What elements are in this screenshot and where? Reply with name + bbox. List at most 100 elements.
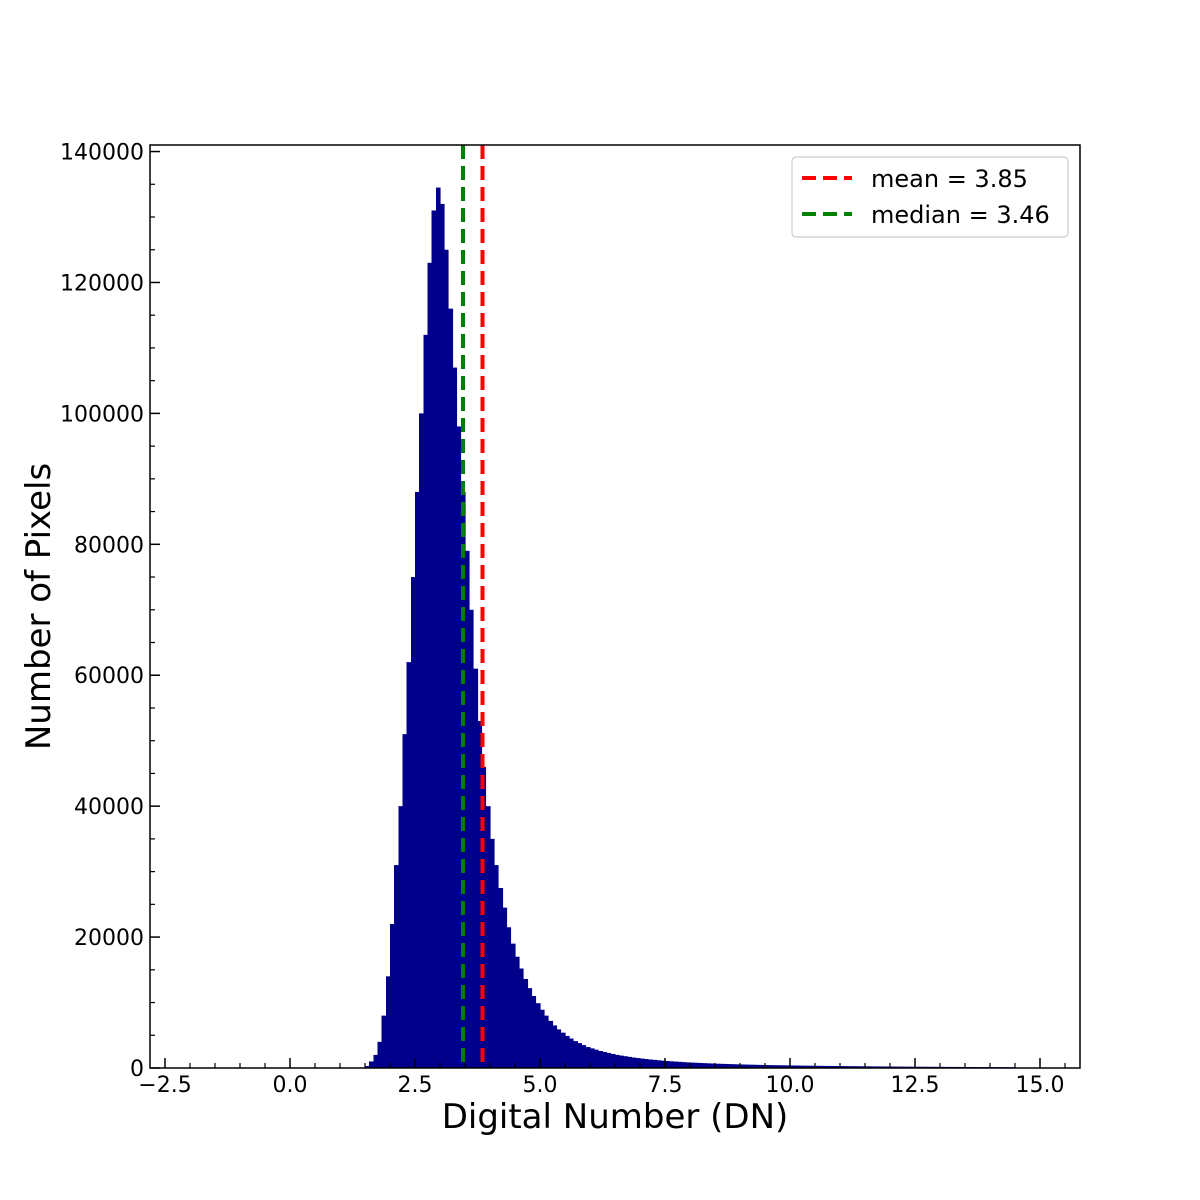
ticks-layer: −2.5 0.0 2.5 5.0 7.5 10.0 12.5 15.0 0 20000 40000 6… [60,141,1066,1098]
histogram-bar-3 [377,1041,383,1068]
x-tick-label-3: 5.0 [523,1073,558,1098]
histogram-bar-60 [615,1054,620,1068]
histogram-bar-62 [623,1056,629,1068]
histogram-bar-86 [723,1063,729,1068]
legend-mean-label: mean = 3.85 [871,165,1028,193]
histogram-bar-31 [494,865,499,1068]
histogram-bar-33 [502,907,508,1068]
histogram-bar-85 [719,1063,724,1068]
histogram-bar-115 [844,1066,849,1068]
histogram-bar-120 [865,1066,870,1068]
y-tick-label-2: 40000 [74,795,144,820]
x-tick-label-5: 10.0 [766,1073,815,1098]
histogram-bar-55 [594,1049,599,1068]
histogram-bar-16 [431,210,437,1068]
histogram-bar-51 [577,1043,583,1068]
histogram-bar-36 [515,956,520,1068]
histogram-bar-35 [511,943,516,1068]
histogram-bar-99 [777,1065,783,1068]
histogram-bar-37 [519,968,524,1068]
histogram-bar-42 [540,1009,545,1068]
histogram-bar-77 [686,1062,691,1068]
histogram-bar-110 [823,1065,829,1068]
histogram-bar-125 [886,1066,891,1068]
histogram-bar-92 [748,1064,754,1068]
histogram-bar-88 [731,1064,737,1068]
y-tick-label-1: 20000 [74,926,144,951]
histogram-bar-8 [398,806,404,1068]
x-axis-title: Digital Number (DN) [442,1097,789,1137]
histogram-bar-108 [815,1065,820,1068]
histogram-bar-20 [448,308,454,1068]
histogram-bar-71 [661,1060,666,1068]
histogram-bar-58 [606,1052,612,1068]
y-axis-title: Number of Pixels [19,463,59,750]
histogram-bar-107 [811,1065,816,1068]
histogram-bar-83 [711,1063,716,1068]
x-tick-label-4: 7.5 [648,1073,683,1098]
histogram-bar-74 [673,1061,679,1068]
histogram-bar-0 [365,1066,370,1068]
histogram-bar-97 [769,1065,774,1068]
histogram-bar-68 [648,1059,654,1068]
histogram-bar-84 [715,1063,720,1068]
histogram-bar-81 [702,1063,708,1068]
histogram-bar-46 [556,1029,562,1068]
histogram-bar-30 [490,838,495,1068]
histogram-bar-14 [423,334,429,1069]
histogram-bar-79 [694,1062,699,1068]
y-tick-label-0: 0 [130,1057,144,1082]
histogram-bar-67 [644,1059,649,1068]
histogram-bar-90 [740,1064,745,1068]
histogram-bar-52 [581,1045,587,1068]
histogram-bar-28 [481,766,487,1068]
x-tick-label-2: 2.5 [398,1073,433,1098]
histogram-bar-38 [523,978,529,1068]
histogram-bar-106 [806,1065,812,1068]
histogram-bar-17 [436,187,441,1069]
histogram-bar-26 [473,668,479,1068]
y-tick-label-5: 100000 [60,402,144,427]
y-tick-label-4: 80000 [74,533,144,558]
histogram-bar-45 [552,1025,558,1068]
x-tick-label-6: 12.5 [891,1073,940,1098]
histogram-bar-25 [469,609,474,1068]
histogram-bar-113 [836,1066,841,1068]
histogram-bar-41 [536,1003,541,1068]
histogram-bar-21 [452,367,458,1068]
histogram-bar-96 [765,1065,770,1068]
histogram-bar-76 [681,1062,687,1068]
histogram-bar-43 [544,1015,549,1068]
histogram-bar-49 [569,1038,574,1068]
histogram-bar-63 [627,1056,633,1068]
histogram-bar-7 [394,865,399,1068]
histogram-bar-104 [798,1065,804,1068]
histogram-bar-53 [586,1047,591,1068]
histogram-bar-11 [411,577,416,1068]
histogram-bar-119 [861,1066,866,1068]
histogram-bar-95 [761,1064,766,1068]
histogram-bar-12 [415,491,420,1068]
histogram-bar-32 [498,887,504,1068]
histogram-bar-27 [477,721,483,1068]
histogram-bar-5 [386,976,391,1068]
histogram-bar-117 [852,1066,858,1068]
histogram-bar-15 [427,262,433,1069]
histogram-bar-1 [369,1061,374,1068]
histogram-bar-54 [590,1048,595,1068]
histogram-bar-100 [781,1065,787,1068]
histogram-bar-103 [794,1065,799,1068]
y-tick-label-3: 60000 [74,664,144,689]
histogram-bar-22 [456,426,462,1069]
histogram-bar-102 [790,1065,795,1068]
histogram-bar-111 [827,1065,833,1068]
histogram-bar-34 [506,927,512,1068]
histogram-bar-121 [869,1066,874,1068]
histogram-bar-122 [873,1066,879,1068]
histogram-bar-72 [665,1061,670,1068]
histogram-bar-75 [677,1061,683,1068]
histogram-bar-57 [602,1051,608,1068]
bars-layer [365,187,1016,1069]
legend: mean = 3.85 median = 3.46 [791,156,1069,238]
